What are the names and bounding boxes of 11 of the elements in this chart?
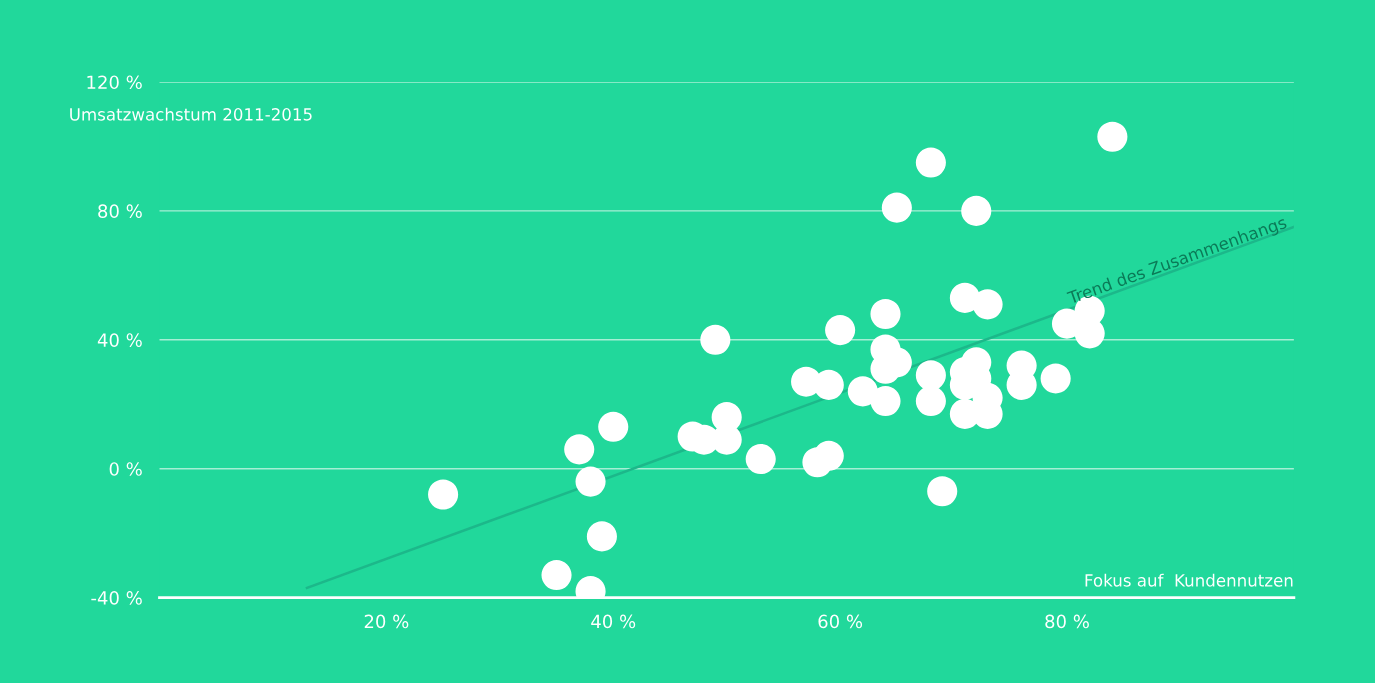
- y-tick-label: 80 %: [98, 204, 142, 218]
- y-axis-title: Umsatzwachstum 2011-2015: [70, 107, 312, 121]
- y-tick-label: -40 %: [91, 591, 142, 605]
- x-tick-label: 60 %: [818, 614, 863, 629]
- x-tick-label: 40 %: [591, 614, 636, 629]
- x-tick-label: 80 %: [1045, 614, 1089, 629]
- y-tick-label: 120 %: [87, 75, 142, 90]
- y-tick-label: 0 %: [109, 462, 142, 476]
- x-tick-label: 20 %: [364, 614, 409, 629]
- y-tick-label: 40 %: [97, 333, 142, 347]
- x-axis-title: Fokus auf Kundennutzen: [1085, 573, 1293, 587]
